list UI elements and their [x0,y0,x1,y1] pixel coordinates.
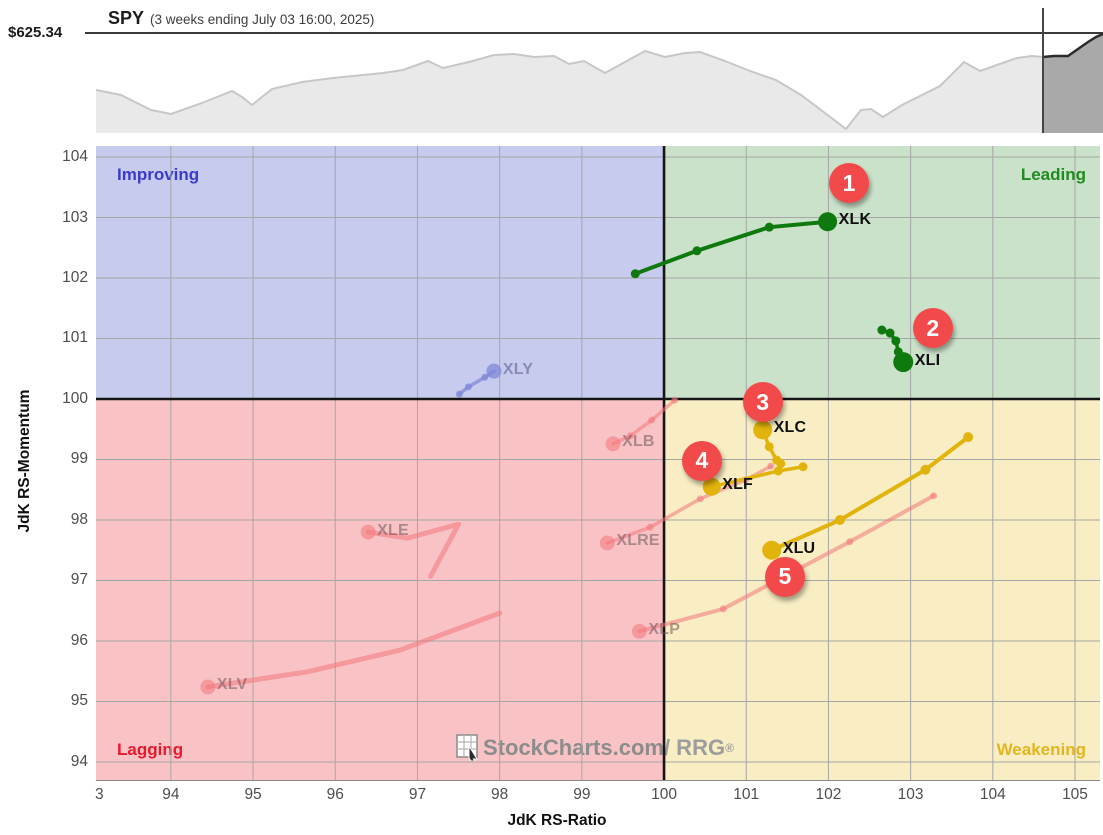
x-tick-102: 102 [815,786,842,803]
x-tick-95: 95 [244,786,262,803]
head-dot-xle [360,524,376,540]
sector-label-xlk[interactable]: XLK [838,211,872,229]
head-dot-xlp [631,623,647,639]
spy-sparkline [95,30,1103,133]
head-dot-xly [486,363,502,379]
y-tick-99: 99 [70,450,88,468]
stockcharts-watermark: StockCharts.com / RRG ® [456,734,734,761]
x-tick-97: 97 [408,786,427,803]
quadrant-weakening [664,398,1100,780]
rrg-plot: Improving Leading Lagging Weakening Stoc… [96,146,1100,781]
series-xlu[interactable] [762,432,974,560]
sector-label-xlc[interactable]: XLC [773,419,807,437]
spark-selected-window[interactable] [1042,32,1103,133]
head-dot-xlc [753,420,773,440]
quadrant-improving [96,146,665,399]
head-dot-xlb [605,436,621,452]
sector-label-xlp[interactable]: XLP [648,620,681,638]
registered-mark: ® [725,740,734,755]
sector-label-xli[interactable]: XLI [914,351,941,369]
badge-2: 2 [912,308,953,349]
y-axis-title: JdK RS-Momentum [16,389,33,533]
x-tick-101: 101 [733,786,760,803]
x-tick-94: 94 [162,786,180,803]
leading-label: Leading [1020,165,1086,184]
head-dot-xli [893,352,914,373]
y-tick-95: 95 [70,692,88,710]
price-reference-line [85,32,1103,34]
sparkline-svg [95,32,1103,133]
x-tick-3: 3 [95,786,104,803]
sector-label-xlf[interactable]: XLF [722,476,754,494]
y-tick-98: 98 [70,510,88,528]
series-xlb[interactable] [605,396,679,452]
y-tick-97: 97 [70,571,88,589]
rrg-svg [96,146,1100,780]
lagging-label: Lagging [117,740,184,759]
watermark-suffix: / RRG [663,734,726,760]
x-tick-99: 99 [573,786,591,803]
head-dot-xlu [762,540,782,560]
plot-overlay: XLY XLB XLRE XLE XLP XLV XLK XLI XLC XLF XLU 1 2 3 4 5 [96,146,1100,780]
badge-3: 3 [742,382,783,423]
badge-5: 5 [764,556,805,597]
badge-4: 4 [681,440,722,481]
sector-label-xlb[interactable]: XLB [622,433,655,451]
series-xly[interactable] [455,363,502,398]
x-tick-105: 105 [1062,786,1088,803]
head-dot-xlre [599,535,615,551]
weakening-label: Weakening [996,740,1086,759]
series-xlk[interactable] [630,212,838,279]
y-tick-100: 100 [62,389,88,407]
watermark-text: StockCharts.com [483,734,664,760]
y-tick-102: 102 [62,269,88,286]
x-tick-103: 103 [897,786,924,803]
series-xle[interactable] [360,521,462,579]
x-tick-104: 104 [979,786,1006,803]
series-xlf[interactable] [702,462,808,496]
price-label: $625.34 [8,24,63,41]
sector-label-xle[interactable]: XLE [377,521,409,539]
sector-label-xlre[interactable]: XLRE [616,532,660,550]
y-tick-104: 104 [62,148,88,165]
x-axis-title: JdK RS-Ratio [507,812,607,829]
head-dot-xlk [818,212,838,232]
head-dot-xlf [702,477,721,496]
sector-label-xlv[interactable]: XLV [216,676,248,694]
badge-1: 1 [828,163,869,204]
chart-grid-icon [456,734,478,761]
quadrant-leading [664,146,1100,399]
x-tick-100: 100 [651,786,677,803]
x-tick-98: 98 [491,786,509,803]
date-range-subtitle: (3 weeks ending July 03 16:00, 2025) [150,12,375,27]
series-xlv[interactable] [200,610,503,695]
quadrant-lagging [96,398,665,780]
x-tick-96: 96 [326,786,344,803]
window-start-line[interactable] [1042,8,1044,133]
improving-label: Improving [117,165,200,184]
y-tick-103: 103 [62,208,88,226]
series-xlc[interactable] [753,420,786,469]
y-tick-101: 101 [62,329,88,347]
quadrant-dividers [96,146,1100,780]
series-xli[interactable] [877,325,914,373]
head-dot-xlv [200,679,216,695]
symbol-title: SPY (3 weeks ending July 03 16:00, 2025) [108,8,374,29]
sector-label-xlu[interactable]: XLU [782,539,816,557]
symbol: SPY [108,8,145,28]
y-tick-96: 96 [70,631,88,649]
y-tick-94: 94 [70,752,88,770]
sector-label-xly[interactable]: XLY [502,360,534,378]
